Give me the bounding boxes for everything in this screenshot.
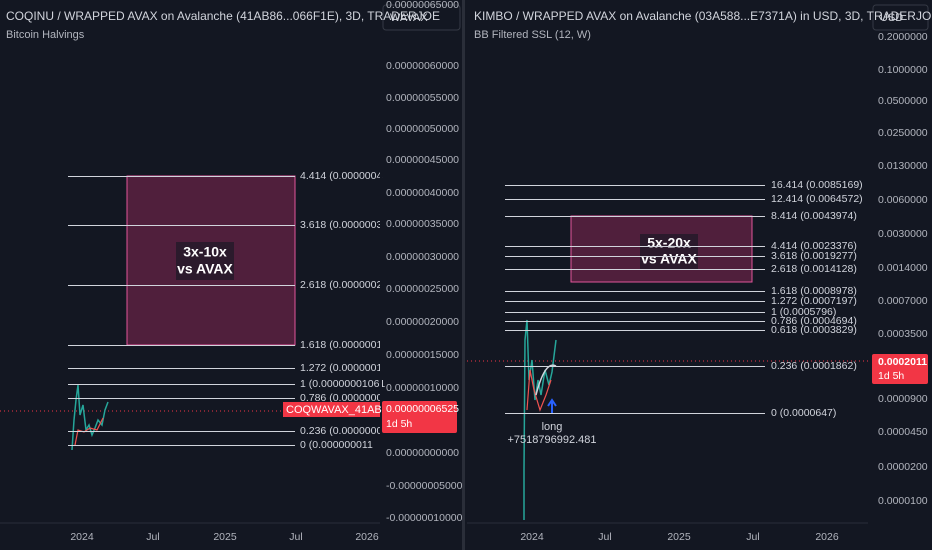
time-axis-label: Jul [598,531,611,543]
price-axis-label: 0.0130000 [878,160,928,172]
fib-level-label: 1.272 (0.0000001 [300,362,382,374]
time-axis-label: 2025 [213,531,237,543]
symbol-tag-bg [283,402,380,417]
price-tag: 0.0002011 [878,356,927,368]
fib-level-label: 2.618 (0.0000002 [300,279,382,291]
time-axis-label: 2024 [520,531,544,543]
price-axis-label: 0.0000900 [878,393,928,405]
price-axis-label: 0.0000450 [878,426,928,438]
time-axis-label: 2024 [70,531,94,543]
candles [74,417,104,446]
fib-level-label: 16.414 (0.0085169) [771,179,863,191]
time-axis-label: Jul [289,531,302,543]
fib-level-label: 0.786 (0.0004694) [771,315,857,327]
price-tag-bg [872,354,928,384]
countdown: 1d 5h [386,418,412,430]
price-axis-label: 0.0014000 [878,262,928,274]
price-axis-bg [380,40,382,520]
price-axis-label: 0.00000020000 [386,316,459,328]
price-axis-label: 0.00000040000 [386,187,459,199]
price-axis-label: 0.00000045000 [386,154,459,166]
price-axis-label: 0.2000000 [878,31,928,43]
candles [526,369,552,412]
price-axis-label: 0.00000060000 [386,60,459,72]
price-axis-label: 0.0000200 [878,461,928,473]
fib-level-label: 1 (0.00000001061 [300,378,385,390]
signal-label: long [542,421,563,433]
price-axis-label: 0.0060000 [878,194,928,206]
fib-level-label: 4.414 (0.0000004 [300,170,382,182]
box-label: 3x-10x [183,244,227,260]
fib-level-label: 0.786 (0.0000000 [300,392,382,404]
time-axis-label: 2026 [355,531,379,543]
box-label-bg [640,234,698,270]
time-axis-label: Jul [146,531,159,543]
signal-arrow [547,398,557,413]
price-axis-label: 0.00000025000 [386,283,459,295]
fib-level-label: 0 (0.000000011 [300,439,373,451]
time-axis-label: Jul [746,531,759,543]
candles [71,384,109,451]
fib-level-label: 0.618 (0.0003829) [771,324,857,336]
currency[interactable]: WAVAX [390,12,428,24]
price-axis-label: 0.0250000 [878,127,928,139]
time-axis-label: 2025 [667,531,691,543]
fib-level-label: 3.618 (0.0000003 [300,219,382,231]
fib-level-label: 1.272 (0.0007197) [771,295,857,307]
fib-level-label: 8.414 (0.0043974) [771,210,857,222]
indicator-name: BB Filtered SSL (12, W) [474,29,591,41]
fib-level-label: 0.236 (0.0001862) [771,360,857,372]
signal-value: +7518796992.481 [507,434,596,446]
indicator-name: Bitcoin Halvings [6,29,85,41]
price-tag-bg [382,401,457,433]
price-axis-label: 0.0007000 [878,295,928,307]
price-axis-label: -0.00000010000 [386,512,463,524]
box-label: vs AVAX [177,261,233,277]
ssl-line [535,364,557,396]
price-axis-label: -0.00000005000 [386,480,463,492]
price-axis-label: 0.00000065000 [386,0,459,11]
currency[interactable]: USD [880,12,903,24]
fib-level-label: 0.236 (0.0000000 [300,425,382,437]
price-axis-label: 0.0500000 [878,95,928,107]
fib-level-label: 12.414 (0.0064572) [771,193,863,205]
currency-box[interactable] [872,4,929,31]
fib-level-label: 3.618 (0.0019277) [771,250,857,262]
price-axis-label: 0.0003500 [878,328,928,340]
price-axis-label: 0.1000000 [878,64,928,76]
price-axis-label: 0.00000035000 [386,218,459,230]
currency-box[interactable] [382,4,461,31]
fib-level-label: 2.618 (0.0014128) [771,263,857,275]
fib-level-label: 0 (0.0000647) [771,407,836,419]
price-axis-label: 0.00000055000 [386,92,459,104]
price-axis-label: 0.00000050000 [386,123,459,135]
price-axis-label: 0.00000030000 [386,251,459,263]
chart-title: COQINU / WRAPPED AVAX on Avalanche (41AB… [6,9,440,23]
box-label-bg [176,242,234,280]
price-axis-label: 0.00000010000 [386,382,459,394]
fib-level-label: 1 (0.0005796) [771,306,836,318]
chart-title: KIMBO / WRAPPED AVAX on Avalanche (03A58… [474,9,932,23]
box-label: 5x-20x [647,235,691,251]
fib-level-label: 4.414 (0.0023376) [771,240,857,252]
price-tag: 0.00000006525 [386,403,459,415]
symbol-tag: COQWAVAX_41AB86 [286,404,394,416]
fib-level-label: 1.618 (0.0008978) [771,285,857,297]
time-axis-label: 2026 [815,531,839,543]
countdown: 1d 5h [878,370,904,382]
box-label: vs AVAX [641,251,697,267]
price-axis-label: 0.00000000000 [386,447,459,459]
price-axis-label: 0.0000100 [878,495,928,507]
fib-level-label: 1.618 (0.0000001 [300,339,382,351]
price-axis-label: 0.0030000 [878,228,928,240]
price-axis-label: 0.00000015000 [386,349,459,361]
